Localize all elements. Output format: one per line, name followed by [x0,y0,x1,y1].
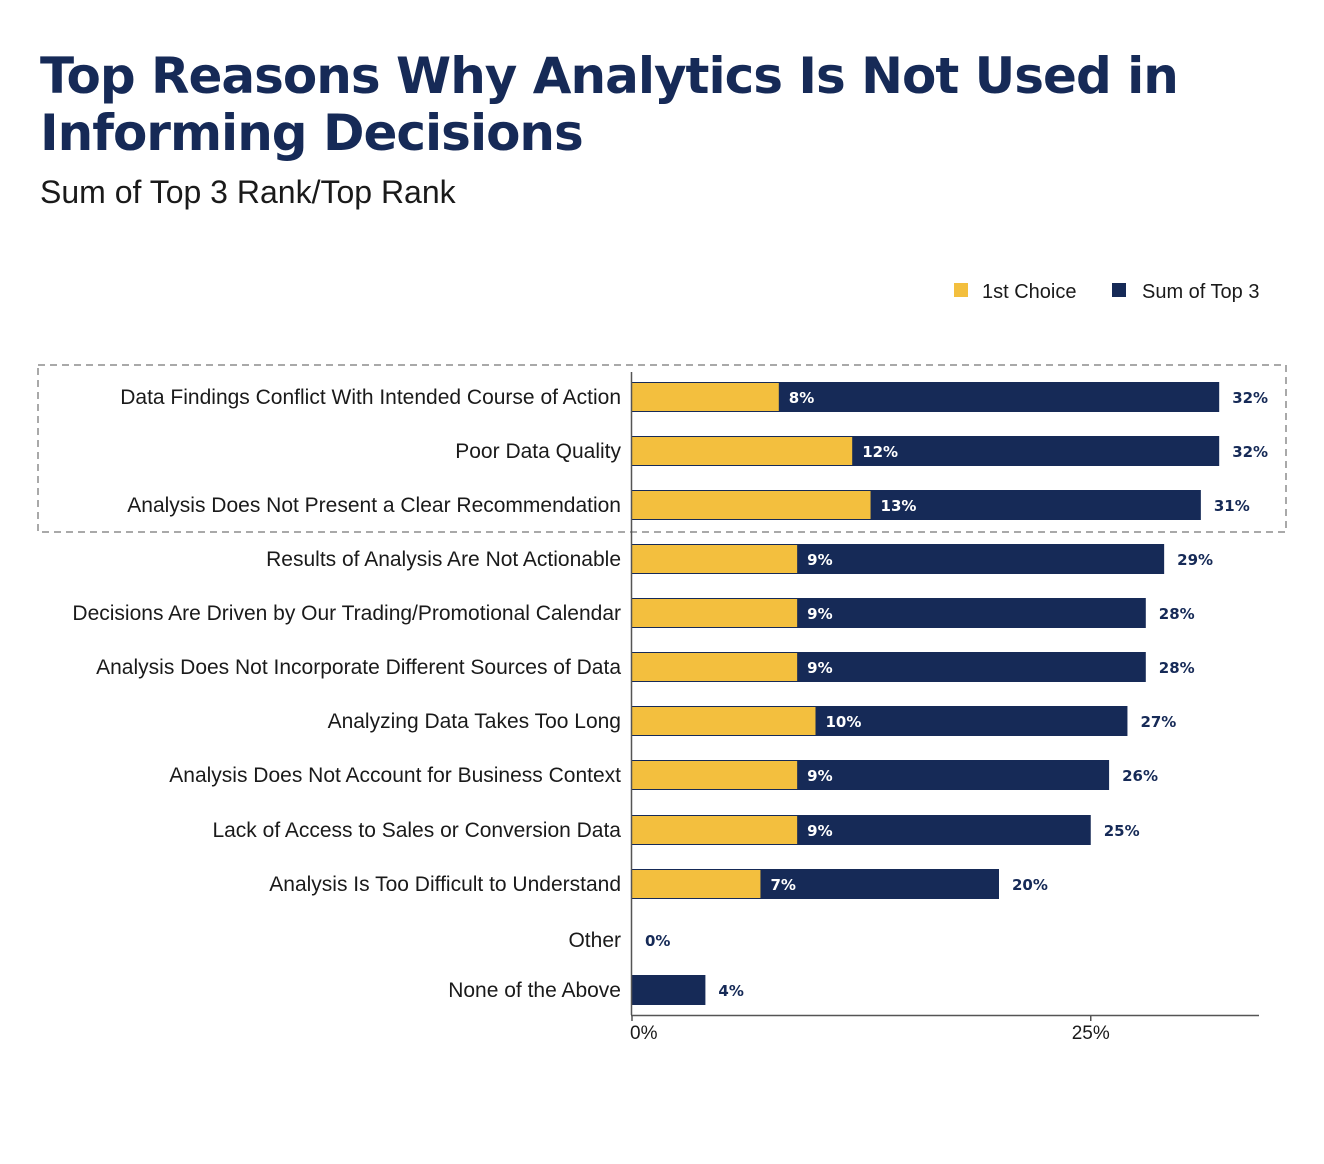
category-label: Data Findings Conflict With Intended Cou… [120,386,621,409]
value-label-sum-top-3: 26% [1122,767,1158,785]
legend-label-sum-top-3: Sum of Top 3 [1142,281,1259,303]
value-label-first-choice: 8% [789,389,814,407]
legend: 1st Choice Sum of Top 3 [954,281,1259,303]
value-label-sum-top-3: 27% [1140,713,1176,731]
bar-first-choice [632,437,853,465]
bar-sum-top-3 [632,975,706,1005]
value-label-sum-top-3: 31% [1214,497,1250,515]
value-label-first-choice: 7% [770,876,795,894]
category-label: Analyzing Data Takes Too Long [328,710,621,733]
category-label: Analysis Is Too Difficult to Understand [269,873,621,896]
chart-subtitle: Sum of Top 3 Rank/Top Rank [40,174,456,210]
category-label: Decisions Are Driven by Our Trading/Prom… [72,602,621,625]
category-label: Analysis Does Not Present a Clear Recomm… [127,494,621,517]
bar-first-choice [632,761,798,789]
bar-first-choice [632,599,798,627]
value-label-sum-top-3: 0% [645,932,670,950]
bar-first-choice [632,383,779,411]
bar-first-choice [632,545,798,573]
legend-swatch-first-choice [954,283,968,297]
category-label: Poor Data Quality [455,440,621,463]
value-label-first-choice: 12% [862,443,898,461]
chart-title: Top Reasons Why Analytics Is Not Used in… [40,47,1179,162]
value-label-first-choice: 9% [807,605,832,623]
value-label-sum-top-3: 32% [1232,443,1268,461]
x-axis-ticks: 0%25%50% [630,1015,1110,1044]
bar-first-choice [632,707,816,735]
category-label: Other [568,929,621,952]
highlight-box [37,364,1287,533]
value-label-sum-top-3: 28% [1159,659,1195,677]
category-label: Analysis Does Not Account for Business C… [169,764,621,787]
bar-first-choice [632,653,798,681]
bar-first-choice [632,870,761,898]
value-label-sum-top-3: 25% [1104,822,1140,840]
value-label-first-choice: 9% [807,551,832,569]
value-label-sum-top-3: 20% [1012,876,1048,894]
category-label: None of the Above [448,979,621,1002]
bars-layer: Data Findings Conflict With Intended Cou… [72,382,1268,1005]
bar-first-choice [632,491,871,519]
value-label-first-choice: 10% [826,713,862,731]
x-tick-label: 0% [630,1023,658,1044]
legend-label-first-choice: 1st Choice [982,281,1077,303]
value-label-sum-top-3: 28% [1159,605,1195,623]
value-label-first-choice: 9% [807,767,832,785]
category-label: Results of Analysis Are Not Actionable [266,548,621,571]
value-label-first-choice: 9% [807,822,832,840]
value-label-sum-top-3: 32% [1232,389,1268,407]
x-tick-label: 25% [1072,1023,1110,1044]
value-label-first-choice: 9% [807,659,832,677]
legend-swatch-sum-top-3 [1112,283,1126,297]
value-label-sum-top-3: 29% [1177,551,1213,569]
category-label: Lack of Access to Sales or Conversion Da… [212,819,621,842]
value-label-first-choice: 13% [881,497,917,515]
value-label-sum-top-3: 4% [718,982,743,1000]
category-label: Analysis Does Not Incorporate Different … [96,656,621,679]
bar-first-choice [632,816,798,844]
